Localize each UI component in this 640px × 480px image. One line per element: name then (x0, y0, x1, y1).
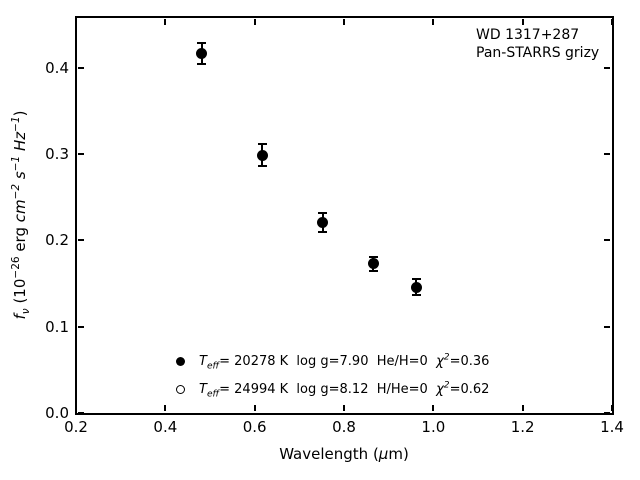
data-point (317, 216, 329, 228)
x-tick-label: 0.8 (332, 418, 356, 436)
error-bar-cap-bottom (257, 165, 267, 168)
x-major-tick-top (432, 19, 435, 25)
y-major-tick-left (78, 153, 84, 156)
x-major-tick-top (164, 19, 167, 25)
legend-entry-text: Teff= 20278 K log g=7.90 He/H=0 χ2=0.36 (199, 352, 490, 372)
x-major-tick-bottom (611, 405, 613, 411)
data-point (256, 149, 268, 161)
y-major-tick-right (604, 412, 610, 414)
legend-open-circle-marker (176, 384, 185, 394)
legend-filled-circle-marker (176, 356, 185, 366)
x-tick-label: 1.2 (510, 418, 535, 436)
y-tick-label: 0.1 (45, 317, 69, 336)
x-major-tick-bottom (343, 405, 345, 411)
y-tick-label: 0.3 (45, 145, 69, 164)
data-point (367, 258, 379, 270)
x-tick-label: 1.0 (421, 418, 446, 436)
x-major-tick-top (75, 19, 77, 25)
x-tick-label: 0.2 (64, 418, 88, 436)
error-bar-cap-bottom (197, 62, 206, 65)
y-major-tick-right (604, 66, 610, 69)
x-major-tick-bottom (253, 405, 256, 411)
data-point (196, 47, 207, 59)
x-major-tick-bottom (75, 405, 77, 411)
x-major-tick-top (253, 19, 256, 25)
error-bar-cap-top (318, 211, 328, 214)
error-bar-cap-top (368, 255, 378, 258)
annotation-survey-bands: Pan-STARRS grizy (476, 44, 600, 61)
x-major-tick-top (611, 19, 613, 25)
y-axis-label: fν (10−26 erg cm−2 s−1 Hz−1) (10, 110, 32, 320)
x-tick-label: 0.6 (242, 418, 267, 436)
legend-entry: Teff= 20278 K log g=7.90 He/H=0 χ2=0.36 (176, 352, 490, 372)
error-bar-cap-top (197, 41, 206, 44)
x-major-tick-bottom (432, 405, 435, 411)
error-bar-cap-top (257, 142, 267, 145)
error-bar-cap-bottom (318, 230, 328, 233)
y-major-tick-left (78, 239, 84, 242)
x-major-tick-top (521, 19, 524, 25)
y-major-tick-left (78, 325, 84, 328)
x-major-tick-top (343, 19, 345, 25)
x-tick-label: 0.4 (153, 418, 178, 436)
plot-area (75, 16, 614, 415)
error-bar-cap-top (411, 278, 421, 281)
legend-entry: Teff= 24994 K log g=8.12 H/He=0 χ2=0.62 (176, 380, 490, 400)
x-axis-label: Wavelength (μm) (279, 445, 409, 463)
y-major-tick-left (78, 66, 84, 69)
annotation-target-name: WD 1317+287 (476, 27, 580, 43)
data-point (410, 281, 422, 293)
y-major-tick-right (604, 325, 610, 328)
y-major-tick-left (78, 412, 84, 414)
error-bar-cap-bottom (411, 293, 421, 296)
error-bar-cap-bottom (368, 269, 378, 272)
x-tick-label: 1.4 (600, 418, 624, 436)
y-tick-label: 0.2 (45, 231, 69, 250)
x-major-tick-bottom (164, 405, 167, 411)
annotation: WD 1317+287 Pan-STARRS grizy (476, 27, 599, 62)
y-major-tick-right (604, 153, 610, 156)
legend-entry-text: Teff= 24994 K log g=8.12 H/He=0 χ2=0.62 (199, 380, 490, 400)
x-major-tick-bottom (521, 405, 524, 411)
y-major-tick-right (604, 239, 610, 242)
y-tick-label: 0.0 (45, 404, 69, 422)
y-tick-label: 0.4 (45, 58, 69, 77)
